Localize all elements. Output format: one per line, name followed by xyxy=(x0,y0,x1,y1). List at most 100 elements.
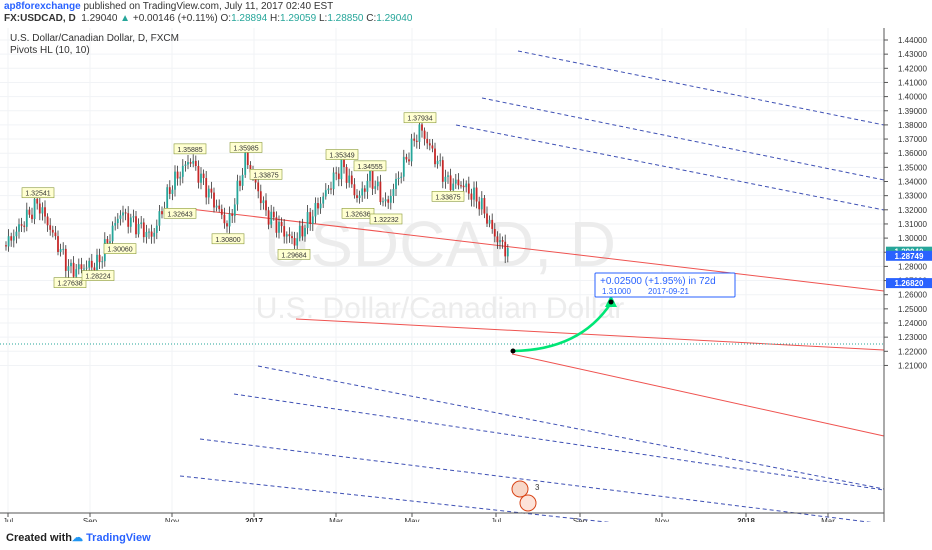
channel-line xyxy=(189,208,885,292)
candle-body xyxy=(382,201,384,203)
close-label: C: xyxy=(366,13,377,24)
event-icons[interactable]: 3 xyxy=(511,480,540,512)
candle-body xyxy=(421,124,423,131)
channel-line xyxy=(295,318,885,351)
candle-body xyxy=(405,156,408,160)
symbol-line: FX:USDCAD, D 1.29040 ▲ +0.00146 (+0.11%)… xyxy=(4,13,412,25)
price-scale[interactable]: 1.44000 1.43000 1.42000 1.41000 1.40000 1.390… xyxy=(884,36,927,370)
time-label: Mar xyxy=(329,517,343,522)
projection-arrow[interactable] xyxy=(510,295,618,354)
candle-body xyxy=(233,204,236,216)
symbol[interactable]: FX:USDCAD, D xyxy=(4,13,76,24)
time-label: Mar xyxy=(821,517,835,522)
price-label: 1.25000 xyxy=(898,305,927,314)
candle-body xyxy=(467,183,470,194)
candle-body xyxy=(18,224,20,232)
grid xyxy=(0,28,884,513)
price-label: 1.26000 xyxy=(898,291,927,300)
projection-change: +0.02500 (+1.95%) in 72d xyxy=(600,276,716,287)
candle-body xyxy=(465,183,468,188)
candle-body xyxy=(358,195,361,198)
candle-body xyxy=(298,225,301,239)
candle-body xyxy=(340,157,343,180)
publisher-link[interactable]: ap8forexchange xyxy=(4,1,81,12)
price-change: +0.00146 (+0.11%) xyxy=(132,13,218,24)
candle-body xyxy=(257,182,260,192)
candle-body xyxy=(311,216,314,224)
price-label: 1.40000 xyxy=(898,93,927,102)
candle-body xyxy=(473,187,475,200)
price-label: 1.38000 xyxy=(898,121,927,130)
candle-body xyxy=(194,160,197,166)
candle-body xyxy=(436,160,439,165)
candle-body xyxy=(387,199,390,203)
chart-canvas[interactable]: USDCAD, D U.S. Dollar/Canadian Dollar 1.… xyxy=(0,28,932,550)
candle-body xyxy=(28,209,31,215)
candle-body xyxy=(439,160,442,162)
regression-channel[interactable] xyxy=(189,208,885,437)
price-label: 1.24000 xyxy=(898,319,927,328)
candle-body xyxy=(493,228,496,237)
candle-body xyxy=(210,188,213,193)
candle-body xyxy=(259,191,262,204)
candle-body xyxy=(330,188,332,190)
canada-flag-icon[interactable] xyxy=(519,494,537,512)
candle-body xyxy=(62,248,65,250)
pivot-box xyxy=(403,112,437,124)
tradingview-logo[interactable]: ☁ TradingView xyxy=(72,531,151,544)
pivot-label: 1.32643 xyxy=(167,211,192,218)
dashed-line xyxy=(233,393,885,491)
price-badge-label: 1.28749 xyxy=(895,252,924,261)
candle-body xyxy=(363,188,366,192)
candle-body xyxy=(93,267,96,271)
dashed-lines[interactable] xyxy=(179,50,885,550)
candle-body xyxy=(486,213,488,224)
pivot-box xyxy=(325,149,359,160)
candle-body xyxy=(168,187,171,194)
candle-body xyxy=(402,156,405,177)
candle-body xyxy=(181,165,184,177)
event-count: 3 xyxy=(535,483,540,492)
candle-body xyxy=(496,236,499,243)
candle-body xyxy=(306,212,309,228)
price-label: 1.22000 xyxy=(898,347,927,356)
candle-body xyxy=(51,229,54,233)
footer: Created with ☁ TradingView xyxy=(0,528,932,550)
candle-body xyxy=(434,148,436,165)
open-value: 1.28894 xyxy=(231,13,268,24)
candle-body xyxy=(207,188,210,198)
candle-body xyxy=(213,192,215,208)
candle-body xyxy=(83,268,85,270)
candle-body xyxy=(116,218,119,224)
candle-body xyxy=(171,189,174,194)
pivot-label: 1.35985 xyxy=(233,145,258,152)
candle-body xyxy=(356,195,358,198)
candle-body xyxy=(428,143,431,146)
candle-body xyxy=(470,193,473,200)
projection-label[interactable]: +0.02500 (+1.95%) in 72d 1.31000 2017-09… xyxy=(594,272,736,298)
candle-body xyxy=(59,249,62,252)
us-flag-icon[interactable] xyxy=(511,480,529,498)
candle-body xyxy=(309,212,312,224)
candle-body xyxy=(101,261,104,263)
candle-body xyxy=(7,236,10,247)
watermark-symbol: USDCAD, D xyxy=(264,208,616,280)
chart-area[interactable]: USDCAD, D U.S. Dollar/Canadian Dollar 1.… xyxy=(0,28,932,550)
candle-body xyxy=(345,167,348,183)
candle-body xyxy=(280,221,283,227)
cloud-icon: ☁ xyxy=(72,532,83,544)
candle-body xyxy=(25,209,28,227)
price-label: 1.21000 xyxy=(898,361,927,370)
price-label: 1.35000 xyxy=(898,163,927,172)
candle-body xyxy=(122,212,124,216)
time-axis[interactable]: Jul Sep Nov 2017 Mar May Jul Sep Nov 2018 Mar xyxy=(3,513,835,526)
pivot-box xyxy=(341,208,375,219)
candle-body xyxy=(85,267,88,269)
candle-body xyxy=(70,262,72,267)
candle-body xyxy=(452,183,455,191)
indicator-label[interactable]: Pivots HL (10, 10) xyxy=(10,45,90,56)
candle-body xyxy=(324,190,327,197)
candle-body xyxy=(462,185,465,188)
price-label: 1.42000 xyxy=(898,64,927,73)
candle-body xyxy=(49,225,52,230)
